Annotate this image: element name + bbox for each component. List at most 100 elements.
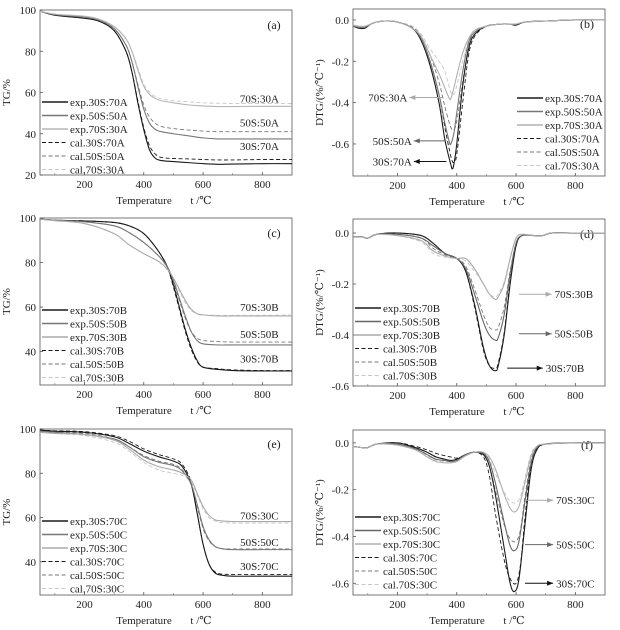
annotation-label: 50S:50A bbox=[240, 117, 279, 129]
series-line-exp-70s-30b bbox=[40, 218, 292, 317]
panel-label: (d) bbox=[580, 227, 594, 241]
legend-label: exp.70S:30C bbox=[383, 539, 440, 551]
annotation-arrow-head bbox=[409, 94, 416, 100]
x-tick-label: 400 bbox=[449, 180, 466, 192]
annotation-label: 70S:30C bbox=[556, 495, 595, 507]
plot-frame bbox=[39, 217, 293, 386]
series-line-exp-50s-50a bbox=[40, 10, 292, 140]
x-tick-label: 600 bbox=[508, 599, 525, 611]
series-line-exp-50s-50b bbox=[40, 218, 292, 346]
panel-label: (e) bbox=[267, 437, 280, 451]
annotation-label: 50S:50C bbox=[556, 540, 595, 552]
legend-label: cal.50S:50B bbox=[70, 359, 124, 371]
annotation-label: 30S:70C bbox=[240, 561, 279, 573]
legend-label: exp.70S:30B bbox=[70, 332, 127, 344]
y-tick-label: 60 bbox=[25, 302, 37, 314]
x-tick-label: 600 bbox=[195, 179, 212, 191]
y-tick-label: -0.2 bbox=[332, 56, 349, 68]
annotation-label: 70S:30B bbox=[240, 302, 279, 314]
panel-label: (f) bbox=[581, 438, 593, 452]
panel-e: 200 400 600 800 40 60 80 100 Temperature t /℃ TG/%… bbox=[1, 424, 293, 627]
x-tick-label: 200 bbox=[389, 180, 406, 192]
y-tick-label: 0.0 bbox=[335, 438, 349, 450]
series-group bbox=[353, 232, 605, 372]
series-group bbox=[40, 10, 292, 165]
legend-label: cal.50S:50C bbox=[383, 566, 437, 578]
panel-c: 200 400 600 800 40 60 80 100 Temperature t /℃ TG/%… bbox=[1, 213, 293, 417]
legend-label: exp.70S:30C bbox=[70, 543, 127, 555]
series-line-exp-30s-70c bbox=[40, 429, 292, 577]
legend-label: cal.50S:50A bbox=[70, 151, 125, 163]
legend-label: cal.50S:50A bbox=[545, 147, 600, 159]
y-tick-label: 60 bbox=[25, 88, 37, 100]
x-axis-title: Temperature bbox=[429, 196, 485, 208]
y-tick-label: 40 bbox=[25, 347, 37, 359]
x-tick-label: 600 bbox=[195, 389, 212, 401]
y-tick-label: -0.2 bbox=[332, 279, 349, 291]
legend-label: exp.30S:70A bbox=[545, 93, 603, 105]
annotation-label: 30S:70B bbox=[240, 353, 279, 365]
legend-label: cal.70S:30C bbox=[383, 580, 437, 592]
legend-label: cal.50S:50C bbox=[70, 570, 124, 582]
series-line-exp-30s-70b bbox=[40, 218, 292, 372]
annotation-arrow-head bbox=[536, 365, 543, 371]
y-axis-title: DTG/(%/℃⁻¹) bbox=[314, 479, 326, 546]
series-line-exp-50s-50c bbox=[40, 430, 292, 551]
legend-label: cal.70S:30B bbox=[383, 371, 437, 383]
x-axis-title: Temperature bbox=[116, 615, 172, 627]
annotation-label: 30S:70B bbox=[546, 363, 585, 375]
y-tick-label: -0.6 bbox=[332, 578, 350, 590]
y-tick-label: -0.4 bbox=[332, 330, 350, 342]
legend-label: cal.30S:70B bbox=[383, 344, 437, 356]
x-tick-label: 400 bbox=[449, 599, 466, 611]
legend-label: exp.50S:50B bbox=[383, 317, 440, 329]
y-tick-label: 40 bbox=[25, 557, 37, 569]
series-line-cal-30s-70c bbox=[40, 429, 292, 575]
legend-label: exp.30S:70B bbox=[70, 305, 127, 317]
annotation-arrow-head bbox=[547, 497, 554, 503]
series-line-cal-70s-30b bbox=[353, 232, 605, 298]
y-tick-label: 40 bbox=[25, 129, 37, 141]
annotation-arrow-head bbox=[545, 291, 552, 297]
legend-label: exp.30S:70C bbox=[70, 516, 127, 528]
x-axis-unit: t /℃ bbox=[190, 405, 211, 417]
y-tick-label: -0.4 bbox=[332, 531, 350, 543]
x-tick-label: 600 bbox=[195, 599, 212, 611]
y-tick-label: -0.6 bbox=[332, 139, 350, 151]
annotation-label: 70S:30C bbox=[240, 510, 279, 522]
series-line-exp-70s-30c bbox=[40, 431, 292, 523]
x-tick-label: 400 bbox=[136, 389, 153, 401]
legend-label: exp.50S:50A bbox=[70, 111, 128, 123]
y-tick-label: 0.0 bbox=[335, 228, 349, 240]
annotation-arrow-head bbox=[545, 331, 552, 337]
series-group bbox=[353, 442, 605, 593]
legend-label: cal.30S:70A bbox=[545, 134, 600, 146]
legend-label: cal.70S:30A bbox=[545, 161, 600, 173]
x-tick-label: 400 bbox=[449, 390, 466, 402]
y-tick-label: -0.2 bbox=[332, 485, 349, 497]
panel-label: (b) bbox=[580, 17, 594, 31]
plot-frame bbox=[39, 428, 293, 596]
y-axis-title: TG/% bbox=[1, 499, 13, 526]
annotation-label: 70S:30A bbox=[368, 92, 407, 104]
annotation-label: 50S:50C bbox=[240, 537, 279, 549]
panel-f: 200 400 600 800 0.0 -0.2 -0.4 -0.6 Temperature t … bbox=[314, 429, 606, 627]
x-axis-title: Temperature bbox=[116, 195, 172, 207]
legend-label: cal.70S:30A bbox=[70, 165, 125, 177]
annotation-label: 50S:50A bbox=[373, 136, 412, 148]
series-group bbox=[40, 218, 292, 372]
x-tick-label: 600 bbox=[508, 180, 525, 192]
series-line-exp-70s-30b bbox=[353, 232, 605, 301]
legend-label: cal.30S:70B bbox=[70, 346, 124, 358]
annotation-label: 30S:70C bbox=[556, 578, 595, 590]
y-tick-label: 60 bbox=[25, 513, 37, 525]
legend-label: cal.70S:30C bbox=[70, 584, 124, 596]
series-line-cal-70s-30c bbox=[40, 431, 292, 524]
y-tick-label: 80 bbox=[25, 468, 37, 480]
y-axis-title: DTG/(%/℃⁻¹) bbox=[314, 269, 326, 336]
plot-frame bbox=[352, 429, 606, 596]
legend-label: exp.50S:50C bbox=[383, 526, 440, 538]
legend-label: exp.70S:30A bbox=[70, 124, 128, 136]
